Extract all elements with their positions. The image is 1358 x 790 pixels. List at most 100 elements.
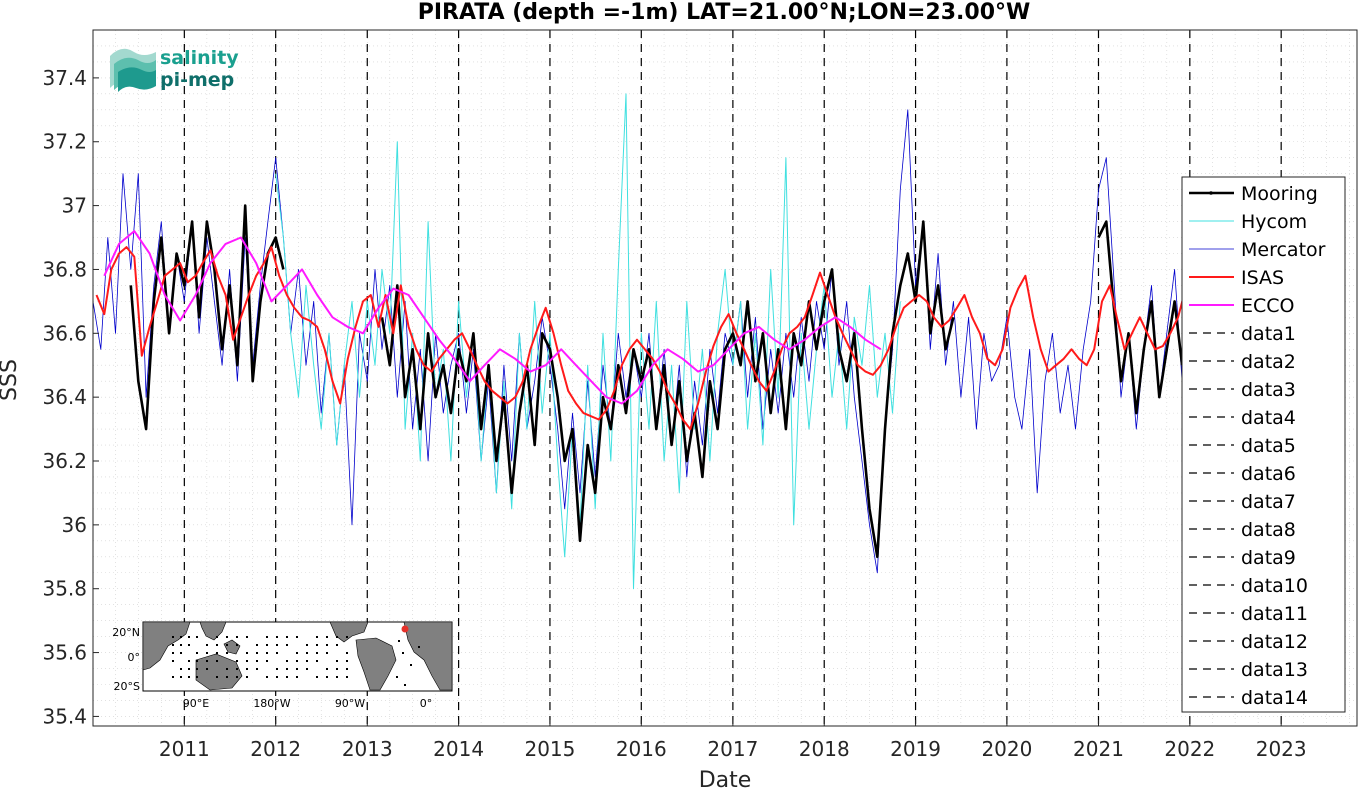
map-mooring-dot [286, 636, 288, 638]
map-mooring-dot [316, 676, 318, 678]
map-mooring-dot [326, 644, 328, 646]
map-mooring-dot [266, 636, 268, 638]
map-mooring-dot [180, 652, 182, 654]
map-mooring-dot [206, 644, 208, 646]
map-mooring-dot [206, 660, 208, 662]
map-mooring-dot [172, 660, 174, 662]
map-mooring-dot [196, 652, 198, 654]
map-mooring-dot [196, 676, 198, 678]
x-tick-label: 2015 [524, 737, 575, 761]
series-line-mooring [1097, 220, 1184, 415]
y-tick-label: 37.4 [42, 66, 87, 90]
map-lat-label-0: 0° [128, 651, 141, 664]
legend-label-mercator: Mercator [1241, 239, 1326, 261]
map-mooring-dot [276, 644, 278, 646]
map-mooring-dot [316, 660, 318, 662]
x-tick-label: 2021 [1073, 737, 1124, 761]
legend: Mooring Hycom Mercator ISAS ECCO data1 data2 da… [1181, 176, 1346, 713]
map-mooring-dot [246, 636, 248, 638]
map-mooring-dot [196, 636, 198, 638]
x-tick-label: 2022 [1164, 737, 1215, 761]
x-tick-label: 2020 [981, 737, 1032, 761]
map-mooring-dot [326, 676, 328, 678]
map-mooring-dot [286, 660, 288, 662]
x-tick-label: 2013 [342, 737, 393, 761]
map-mooring-dot [188, 676, 190, 678]
map-mooring-dot [256, 644, 258, 646]
map-mooring-dot [266, 652, 268, 654]
x-tick-label: 2023 [1256, 737, 1307, 761]
map-lat-label-20n: 20°N [112, 626, 140, 639]
map-mooring-dot [316, 652, 318, 654]
map-mooring-dot [326, 668, 328, 670]
x-tick-label: 2014 [433, 737, 484, 761]
legend-label-ecco: ECCO [1241, 295, 1295, 317]
legend-label-data7: data7 [1241, 491, 1296, 513]
logo-text-pimep: pi-mep [160, 69, 234, 91]
x-tick-label: 2016 [616, 737, 667, 761]
map-mooring-dot [296, 660, 298, 662]
inset-map-land [142, 621, 453, 691]
map-lon-label-90w: 90°W [335, 697, 365, 710]
map-mooring-dot [226, 644, 228, 646]
legend-label-hycom: Hycom [1241, 211, 1307, 233]
map-lon-label-90e: 90°E [183, 697, 209, 710]
y-tick-label: 36.6 [42, 321, 87, 345]
map-mooring-dot [296, 676, 298, 678]
series-line-hycom [275, 93, 901, 590]
map-mooring-dot [206, 668, 208, 670]
map-mooring-dot [172, 652, 174, 654]
map-mooring-dot [246, 676, 248, 678]
y-tick-label: 36.4 [42, 385, 87, 409]
map-mooring-dot [236, 660, 238, 662]
series-line-isas [95, 246, 1187, 431]
map-mooring-dot [226, 636, 228, 638]
map-lat-label-20s: 20°S [114, 680, 140, 693]
map-mooring-dot [266, 660, 268, 662]
legend-label-data10: data10 [1241, 575, 1308, 597]
map-mooring-dot [402, 652, 404, 654]
inset-map-mooring-dots [172, 636, 420, 686]
legend-label-data6: data6 [1241, 463, 1296, 485]
map-mooring-dot [216, 676, 218, 678]
map-mooring-dot [296, 636, 298, 638]
y-tick-label: 36.8 [42, 257, 87, 281]
map-mooring-dot [306, 644, 308, 646]
map-mooring-dot [236, 676, 238, 678]
legend-label-mooring: Mooring [1241, 183, 1318, 205]
y-tick-label: 37.2 [42, 130, 87, 154]
y-axis-label: SSS [0, 359, 22, 401]
map-mooring-dot [326, 636, 328, 638]
map-mooring-dot [188, 668, 190, 670]
map-mooring-dot [286, 644, 288, 646]
map-mooring-dot [346, 668, 348, 670]
y-tick-label: 36.2 [42, 449, 87, 473]
map-mooring-dot [276, 652, 278, 654]
map-mooring-dot [180, 668, 182, 670]
map-mooring-dot [188, 660, 190, 662]
map-mooring-dot [216, 636, 218, 638]
map-mooring-dot [180, 636, 182, 638]
map-mooring-dot [226, 652, 228, 654]
inset-map-location-marker [401, 625, 409, 633]
y-axis-ticks: 35.4 35.6 35.8 36 36.2 36.4 36.6 36.8 37 37.2 37.4 [42, 66, 99, 728]
map-mooring-dot [196, 668, 198, 670]
legend-label-data2: data2 [1241, 351, 1296, 373]
map-mooring-dot [172, 636, 174, 638]
map-mooring-dot [246, 652, 248, 654]
legend-label-data4: data4 [1241, 407, 1296, 429]
data-series [92, 93, 1191, 590]
series-line-mooring [129, 204, 285, 431]
map-mooring-dot [276, 676, 278, 678]
map-mooring-dot [236, 668, 238, 670]
plot-area [93, 30, 1357, 726]
map-mooring-dot [188, 636, 190, 638]
map-mooring-dot [336, 676, 338, 678]
legend-label-data9: data9 [1241, 547, 1296, 569]
map-mooring-dot [286, 676, 288, 678]
map-mooring-dot [276, 636, 278, 638]
map-mooring-dot [396, 676, 398, 678]
legend-label-data1: data1 [1241, 323, 1296, 345]
map-mooring-dot [246, 668, 248, 670]
